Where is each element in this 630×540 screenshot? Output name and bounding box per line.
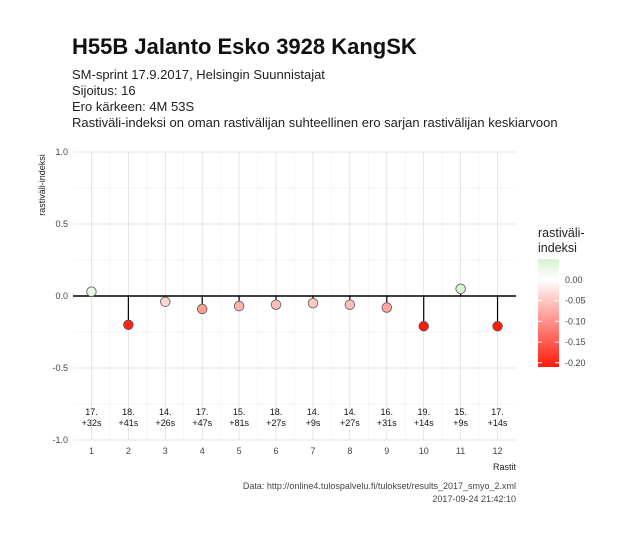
point-rasti-9 bbox=[381, 302, 392, 313]
point-rasti-11 bbox=[455, 283, 466, 295]
subtitle-line-1: SM-sprint 17.9.2017, Helsingin Suunnista… bbox=[72, 67, 325, 82]
x-tick-label: 8 bbox=[347, 446, 352, 456]
timestamp-caption: 2017-09-24 21:42:10 bbox=[432, 494, 516, 504]
x-tick-label: 1 bbox=[89, 446, 94, 456]
point-rasti-6 bbox=[270, 299, 282, 310]
annotation-diff-6: +27s bbox=[266, 418, 286, 428]
legend-tick-label: -0.20 bbox=[565, 358, 586, 368]
annotation-rank-6: 18. bbox=[270, 407, 283, 417]
x-tick-label: 9 bbox=[384, 446, 389, 456]
annotation-diff-5: +81s bbox=[229, 418, 249, 428]
legend-tick-label: -0.05 bbox=[565, 296, 586, 306]
annotations: 17.+32s18.+41s14.+26s17.+47s15.+81s18.+2… bbox=[82, 407, 508, 428]
x-tick-label: 7 bbox=[310, 446, 315, 456]
annotation-rank-4: 17. bbox=[196, 407, 209, 417]
point-rasti-2 bbox=[123, 319, 134, 331]
x-axis-ticks: 1 2 3 4 5 6 7 8 9 10 11 12 bbox=[89, 446, 503, 456]
annotation-rank-12: 17. bbox=[491, 407, 504, 417]
legend-tick-label: -0.15 bbox=[565, 337, 586, 347]
legend-tick-label: -0.10 bbox=[565, 316, 586, 326]
x-axis-label: Rastit bbox=[493, 462, 517, 472]
x-tick-label: 5 bbox=[237, 446, 242, 456]
point-rasti-10 bbox=[418, 321, 429, 332]
x-tick-label: 6 bbox=[274, 446, 279, 456]
annotation-diff-1: +32s bbox=[82, 418, 102, 428]
legend-color-bar bbox=[538, 259, 559, 367]
legend-title-line-1: rastiväli- bbox=[538, 226, 585, 240]
point-rasti-7 bbox=[307, 298, 319, 309]
legend-ticks: 0.00 -0.05 -0.10 -0.15 -0.20 bbox=[538, 275, 586, 368]
data-points bbox=[86, 283, 503, 332]
annotation-rank-7: 14. bbox=[307, 407, 320, 417]
annotation-diff-9: +31s bbox=[377, 418, 397, 428]
y-tick-label: -1.0 bbox=[52, 435, 68, 445]
annotation-diff-3: +26s bbox=[155, 418, 175, 428]
y-tick-label: -0.5 bbox=[52, 363, 68, 373]
legend-tick-label: 0.00 bbox=[565, 275, 583, 285]
x-tick-label: 10 bbox=[419, 446, 429, 456]
point-rasti-12 bbox=[492, 321, 503, 332]
annotation-rank-2: 18. bbox=[122, 407, 135, 417]
legend-title-line-2: indeksi bbox=[538, 241, 577, 255]
color-legend: rastiväli- indeksi 0.00 -0.05 -0.10 -0.15 -0… bbox=[538, 226, 586, 368]
annotation-rank-5: 15. bbox=[233, 407, 246, 417]
annotation-diff-7: +9s bbox=[306, 418, 321, 428]
x-tick-label: 3 bbox=[163, 446, 168, 456]
data-source-caption: Data: http://online4.tulospalvelu.fi/tul… bbox=[243, 481, 516, 491]
annotation-rank-3: 14. bbox=[159, 407, 172, 417]
annotation-rank-1: 17. bbox=[85, 407, 98, 417]
y-tick-label: 0.0 bbox=[55, 291, 68, 301]
x-tick-label: 11 bbox=[456, 446, 465, 456]
subtitle-line-3: Ero kärkeen: 4M 53S bbox=[72, 99, 195, 114]
subtitle-line-2: Sijoitus: 16 bbox=[72, 83, 136, 98]
y-tick-label: 0.5 bbox=[55, 219, 68, 229]
grid-lines bbox=[73, 151, 516, 441]
point-rasti-8 bbox=[344, 299, 356, 310]
annotation-diff-8: +27s bbox=[340, 418, 360, 428]
annotation-diff-11: +9s bbox=[453, 418, 468, 428]
annotation-diff-10: +14s bbox=[414, 418, 434, 428]
annotation-rank-11: 15. bbox=[454, 407, 467, 417]
annotation-diff-4: +47s bbox=[192, 418, 212, 428]
annotation-rank-8: 14. bbox=[344, 407, 357, 417]
point-rasti-5 bbox=[233, 300, 245, 312]
x-tick-label: 2 bbox=[126, 446, 131, 456]
x-tick-label: 4 bbox=[200, 446, 205, 456]
annotation-rank-9: 16. bbox=[381, 407, 394, 417]
annotation-rank-10: 19. bbox=[417, 407, 430, 417]
subtitle-line-4: Rastiväli-indeksi on oman rastivälijan s… bbox=[72, 115, 558, 130]
annotation-diff-12: +14s bbox=[488, 418, 508, 428]
point-rasti-4 bbox=[197, 303, 208, 315]
y-axis-label: rastiväli-indeksi bbox=[37, 154, 47, 216]
annotation-diff-2: +41s bbox=[118, 418, 138, 428]
y-axis-ticks: -1.0 -0.5 0.0 0.5 1.0 bbox=[52, 147, 68, 445]
y-tick-label: 1.0 bbox=[55, 147, 68, 157]
x-tick-label: 12 bbox=[493, 446, 503, 456]
point-rasti-3 bbox=[160, 296, 171, 307]
chart-title: H55B Jalanto Esko 3928 KangSK bbox=[72, 34, 417, 59]
point-rasti-1 bbox=[86, 286, 97, 297]
